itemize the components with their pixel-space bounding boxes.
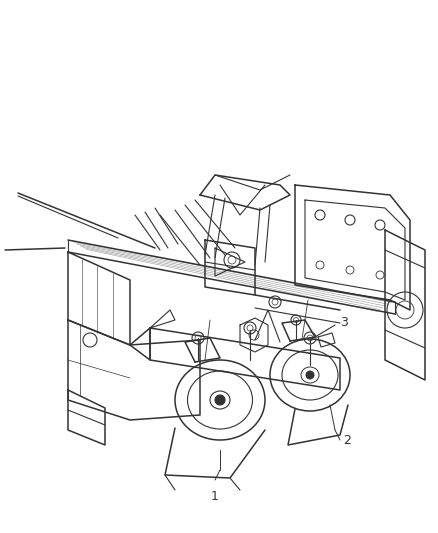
Text: 1: 1 [211,490,219,503]
Circle shape [215,395,225,405]
Circle shape [306,371,314,379]
Text: 3: 3 [340,316,348,328]
Text: 2: 2 [343,433,351,447]
